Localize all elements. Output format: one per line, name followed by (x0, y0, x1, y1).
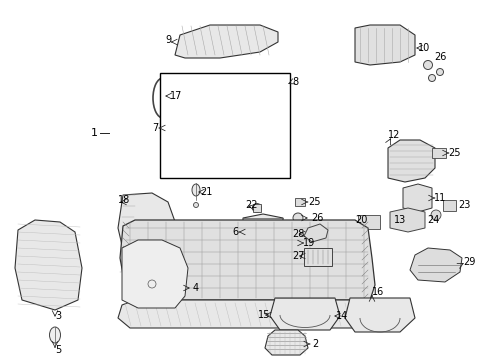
Text: 10: 10 (417, 43, 429, 53)
Ellipse shape (252, 203, 261, 212)
Polygon shape (15, 220, 82, 310)
Text: 18: 18 (118, 195, 130, 205)
Polygon shape (180, 94, 269, 168)
Polygon shape (389, 208, 424, 232)
Polygon shape (387, 140, 434, 182)
Text: 2: 2 (311, 339, 318, 349)
Text: 27: 27 (291, 251, 304, 261)
Bar (109, 15, 477, 332)
Polygon shape (264, 330, 307, 355)
Bar (252, 204, 261, 212)
Polygon shape (120, 220, 374, 300)
Text: 4: 4 (193, 283, 199, 293)
Text: 21: 21 (200, 187, 212, 197)
Text: 29: 29 (462, 257, 474, 267)
Polygon shape (122, 240, 187, 308)
Polygon shape (280, 234, 299, 248)
Text: 7: 7 (152, 123, 158, 133)
Ellipse shape (49, 327, 61, 343)
Text: 11: 11 (433, 193, 446, 203)
Polygon shape (168, 84, 287, 178)
Text: 26: 26 (433, 52, 446, 62)
Polygon shape (409, 248, 461, 282)
Ellipse shape (192, 184, 200, 196)
Text: 5: 5 (55, 345, 61, 355)
Text: 25: 25 (307, 197, 320, 207)
Text: 15: 15 (258, 310, 270, 320)
Text: 20: 20 (354, 215, 366, 225)
Polygon shape (118, 193, 178, 272)
Polygon shape (402, 184, 431, 212)
Text: 25: 25 (447, 148, 460, 158)
Text: 28: 28 (291, 229, 304, 239)
Ellipse shape (423, 60, 431, 69)
Text: 24: 24 (426, 215, 439, 225)
Bar (357, 215, 379, 229)
Text: 16: 16 (371, 287, 384, 297)
Bar (431, 148, 445, 158)
Ellipse shape (436, 68, 443, 76)
Polygon shape (304, 224, 327, 242)
Polygon shape (168, 76, 287, 88)
Polygon shape (243, 214, 283, 252)
Polygon shape (118, 300, 379, 328)
Bar (160, 73, 289, 178)
Bar (442, 200, 455, 211)
Text: 14: 14 (335, 311, 347, 321)
Text: 13: 13 (393, 215, 406, 225)
Text: 17: 17 (170, 91, 182, 101)
Text: 9: 9 (164, 35, 171, 45)
Polygon shape (354, 25, 414, 65)
Text: 12: 12 (387, 130, 400, 140)
Bar (304, 248, 331, 266)
Bar (294, 198, 305, 206)
Ellipse shape (193, 202, 198, 207)
Text: 8: 8 (292, 77, 298, 87)
Polygon shape (345, 298, 414, 332)
Ellipse shape (430, 210, 440, 220)
Text: 22: 22 (244, 200, 257, 210)
Text: 3: 3 (55, 311, 61, 321)
Text: 6: 6 (231, 227, 238, 237)
Text: 19: 19 (303, 238, 315, 248)
Ellipse shape (427, 75, 435, 81)
Ellipse shape (292, 213, 303, 223)
Text: 23: 23 (457, 200, 469, 210)
Text: 1: 1 (91, 128, 98, 138)
Polygon shape (269, 298, 339, 330)
Text: 26: 26 (310, 213, 323, 223)
Polygon shape (175, 25, 278, 58)
